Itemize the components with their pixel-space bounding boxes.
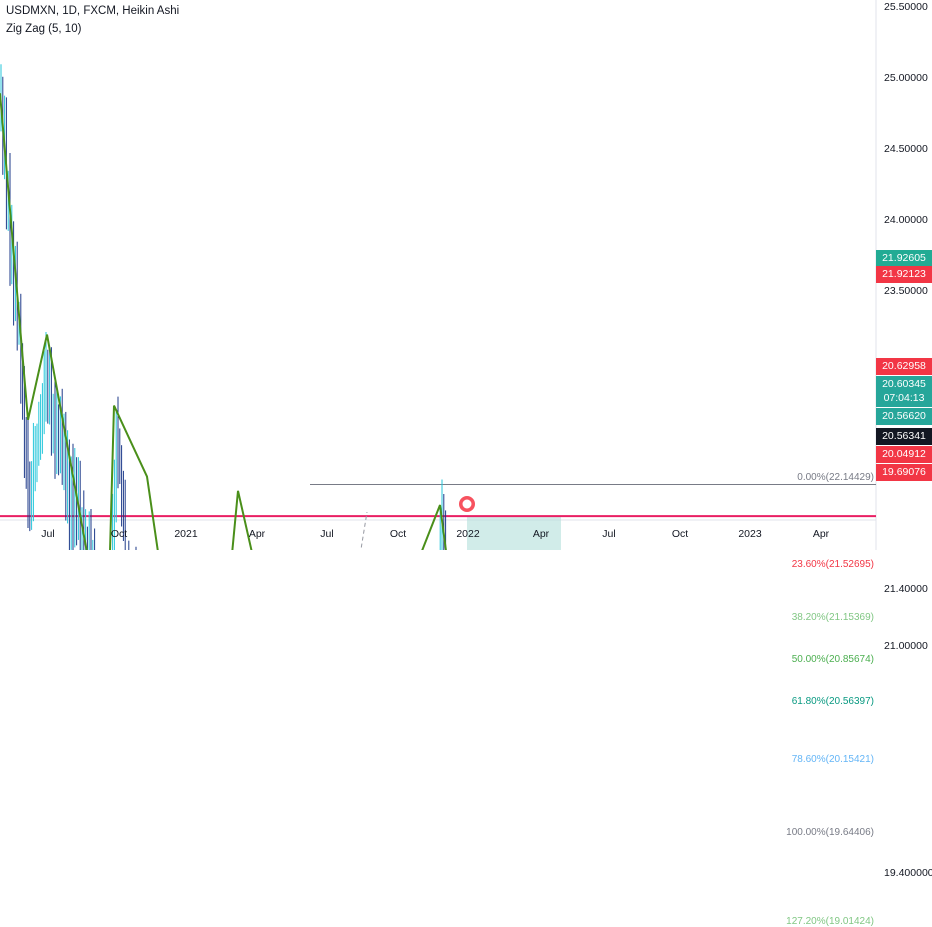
- price-tick-label: 23.50000: [884, 285, 928, 297]
- price-tick-label: 25.00000: [884, 72, 928, 84]
- indicator-title: Zig Zag (5, 10): [6, 23, 82, 35]
- time-tick-label: 2023: [738, 528, 762, 540]
- price-badge: 19.69076: [876, 464, 932, 481]
- fib-level-label: 38.20%(21.15369): [791, 612, 874, 624]
- fib-level-label: 0.00%(22.14429): [797, 471, 874, 483]
- price-tick-label: 24.50000: [884, 143, 928, 155]
- price-badge: 21.92123: [876, 266, 932, 283]
- fib-level-label: 61.80%(20.56397): [791, 695, 874, 707]
- fib-level-label: 23.60%(21.52695): [791, 559, 874, 571]
- fib-level-label: 127.20%(19.01424): [786, 915, 874, 927]
- price-chart[interactable]: [0, 0, 932, 550]
- fib-level-label: 100.00%(19.64406): [786, 826, 874, 838]
- time-tick-label: 2021: [174, 528, 198, 540]
- symbol-title: USDMXN, 1D, FXCM, Heikin Ashi: [6, 5, 180, 17]
- price-tick-label: 21.00000: [884, 640, 928, 652]
- event-flag-icon: [462, 499, 472, 509]
- price-badge: 20.60345: [876, 376, 932, 393]
- time-tick-label: Oct: [389, 528, 407, 540]
- price-tick-label: 19.400000: [884, 867, 932, 880]
- time-tick-label: 2022: [456, 528, 480, 540]
- time-tick-label: Jul: [602, 528, 616, 540]
- price-badge: 20.04912: [876, 446, 932, 463]
- price-badge: 20.56341: [876, 428, 932, 445]
- price-tick-label: 21.40000: [884, 583, 928, 596]
- price-tick-label: 24.00000: [884, 214, 928, 226]
- price-badge: 21.92605: [876, 250, 932, 267]
- zigzag-line: [0, 93, 447, 550]
- fib-level-label: 78.60%(20.15421): [791, 754, 874, 766]
- time-tick-label: Apr: [812, 528, 830, 540]
- fib-level-label: 50.00%(20.85674): [791, 654, 874, 666]
- price-badge: 20.62958: [876, 358, 932, 375]
- time-tick-label: Apr: [248, 528, 266, 540]
- time-tick-label: Oct: [671, 528, 689, 540]
- position-profit-zone: [467, 515, 561, 550]
- time-tick-label: Apr: [532, 528, 550, 540]
- time-tick-label: Jul: [320, 528, 334, 540]
- price-badge: 20.56620: [876, 408, 932, 425]
- time-tick-label: Jul: [41, 528, 55, 540]
- time-tick-label: Oct: [110, 528, 128, 540]
- plot-area: [0, 0, 876, 520]
- price-badge: 07:04:13: [876, 390, 932, 407]
- price-tick-label: 25.50000: [884, 1, 928, 13]
